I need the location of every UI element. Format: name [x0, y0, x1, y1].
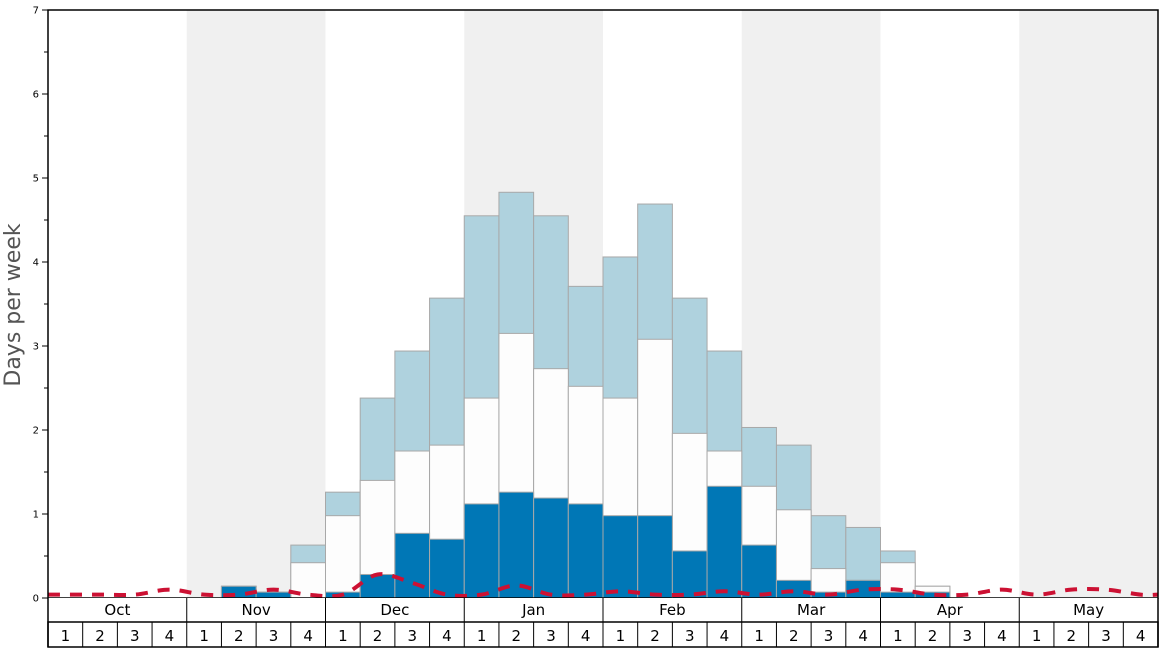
week-label: 1 — [199, 627, 209, 645]
week-label: 3 — [407, 627, 417, 645]
week-label: 1 — [477, 627, 487, 645]
week-label: 1 — [338, 627, 348, 645]
y-tick-label: 1 — [33, 510, 39, 521]
month-label-jan: Jan — [521, 601, 545, 619]
week-label: 1 — [616, 627, 626, 645]
x-axis: Oct 1 2 3 4 Nov 1 2 3 4 Dec 1 2 3 4 Jan 1 2 3 4 Feb 1 2 3 4 Mar 1 2… — [47, 598, 1159, 648]
week-label: 4 — [303, 627, 313, 645]
month-label-nov: Nov — [241, 601, 270, 619]
y-tick-label: 4 — [33, 258, 39, 269]
bar-dark-blue-15 — [567, 503, 604, 599]
week-label: 1 — [1032, 627, 1042, 645]
bar-dark-blue-17 — [637, 515, 673, 599]
week-label: 2 — [373, 627, 383, 645]
y-tick-label: 0 — [33, 594, 39, 605]
week-label: 2 — [650, 627, 660, 645]
bar-dark-blue-16 — [602, 515, 639, 599]
week-label: 2 — [1067, 627, 1077, 645]
y-tick-label: 3 — [33, 342, 39, 353]
bar-dark-blue-20 — [741, 544, 777, 599]
week-label: 4 — [442, 627, 452, 645]
week-label: 1 — [893, 627, 903, 645]
month-label-mar: Mar — [797, 601, 826, 619]
dashed-line — [48, 572, 1159, 599]
bar-dark-blue-19 — [706, 485, 743, 599]
week-label: 4 — [581, 627, 591, 645]
month-label-may: May — [1073, 601, 1104, 619]
month-shade-nov — [186, 10, 326, 598]
y-tick-label: 5 — [33, 174, 39, 185]
bar-white-8 — [325, 515, 361, 599]
bar-dark-blue-21 — [775, 579, 812, 599]
week-label: 2 — [789, 627, 799, 645]
week-label: 4 — [1136, 627, 1146, 645]
week-label: 3 — [685, 627, 695, 645]
bar-dark-blue-10 — [394, 532, 431, 599]
week-label: 4 — [997, 627, 1007, 645]
week-label: 3 — [824, 627, 834, 645]
bar-dark-blue-13 — [498, 491, 535, 599]
week-label: 4 — [858, 627, 868, 645]
bar-dark-blue-9 — [359, 573, 396, 599]
month-label-oct: Oct — [104, 601, 130, 619]
week-label: 2 — [234, 627, 244, 645]
month-label-apr: Apr — [937, 601, 964, 619]
month-label-feb: Feb — [659, 601, 686, 619]
bar-dark-blue-11 — [429, 538, 465, 599]
month-label-dec: Dec — [380, 601, 409, 619]
week-label: 3 — [130, 627, 140, 645]
bars — [220, 191, 951, 599]
week-label: 3 — [269, 627, 279, 645]
week-label: 4 — [720, 627, 730, 645]
week-label: 2 — [95, 627, 105, 645]
y-tick-label: 7 — [33, 6, 39, 17]
bar-dark-blue-12 — [463, 503, 500, 599]
week-label: 3 — [1101, 627, 1111, 645]
month-shade-may — [1019, 10, 1158, 598]
week-label: 3 — [546, 627, 556, 645]
week-label: 1 — [61, 627, 71, 645]
y-tick-label: 2 — [33, 426, 39, 437]
week-label: 2 — [928, 627, 938, 645]
y-tick-label: 6 — [33, 90, 39, 101]
bar-dark-blue-14 — [533, 497, 569, 599]
week-label: 1 — [754, 627, 764, 645]
bar-dark-blue-6 — [255, 591, 292, 599]
dashed-line-path — [48, 572, 1159, 599]
week-label: 2 — [512, 627, 522, 645]
week-label: 3 — [962, 627, 972, 645]
bar-dark-blue-18 — [671, 550, 708, 599]
y-axis-label: Days per week — [1, 223, 26, 386]
bar-dark-blue-24 — [880, 591, 916, 599]
week-label: 4 — [165, 627, 175, 645]
